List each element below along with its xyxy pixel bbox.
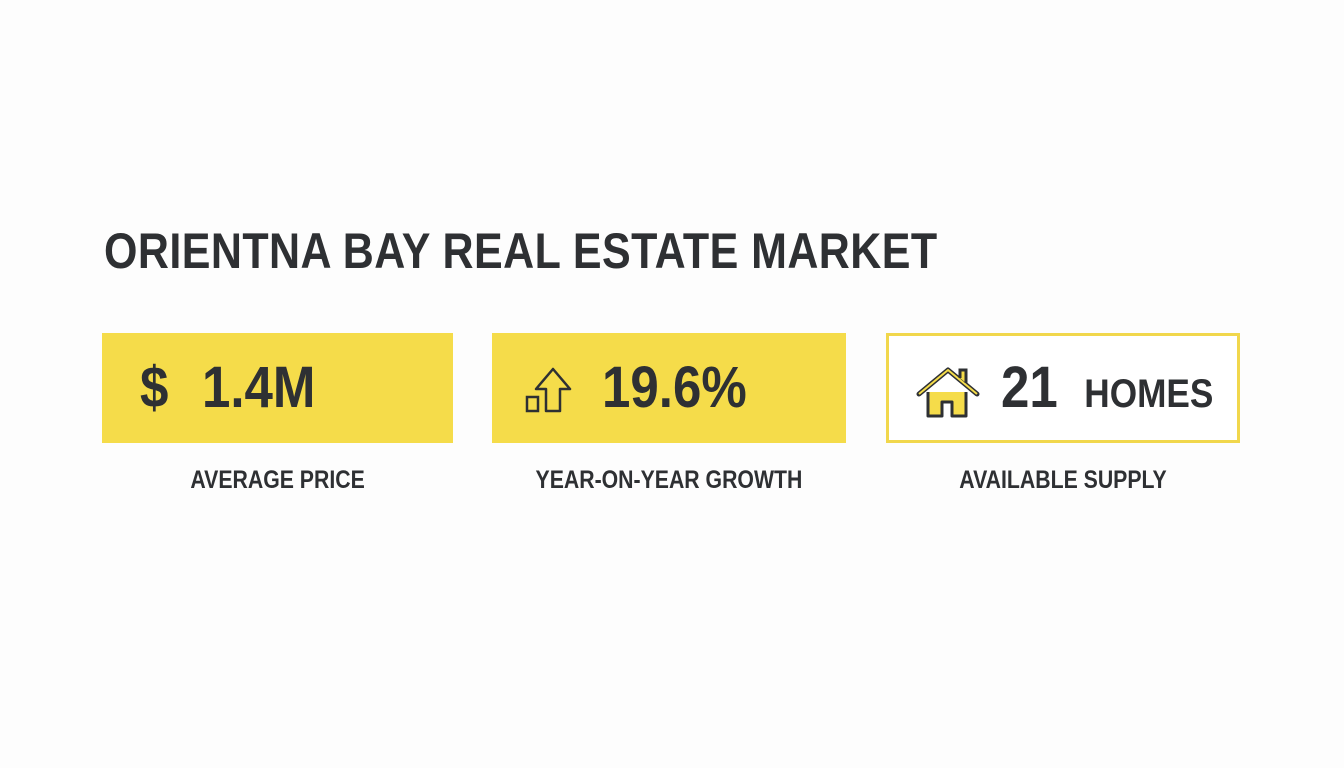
- growth-label: YEAR-ON-YEAR GROWTH: [535, 466, 803, 494]
- average-price-label: AVERAGE PRICE: [190, 466, 365, 494]
- average-price-card: $ 1.4M: [102, 333, 453, 443]
- supply-value: 21 HOMES: [1001, 359, 1213, 417]
- average-price-value: $ 1.4M: [140, 359, 315, 417]
- dollar-icon: $: [140, 355, 169, 420]
- growth-card: 19.6%: [492, 333, 846, 443]
- price-value-text: 1.4M: [201, 355, 316, 420]
- growth-value: 19.6%: [602, 355, 747, 420]
- page-title: ORIENTNA BAY REAL ESTATE MARKET: [104, 223, 938, 279]
- supply-count: 21: [1001, 355, 1058, 420]
- supply-label: AVAILABLE SUPPLY: [959, 466, 1167, 494]
- house-icon: [916, 367, 980, 418]
- supply-card: 21 HOMES: [886, 333, 1240, 443]
- supply-unit: HOMES: [1084, 372, 1214, 416]
- growth-arrow-icon: [525, 367, 572, 413]
